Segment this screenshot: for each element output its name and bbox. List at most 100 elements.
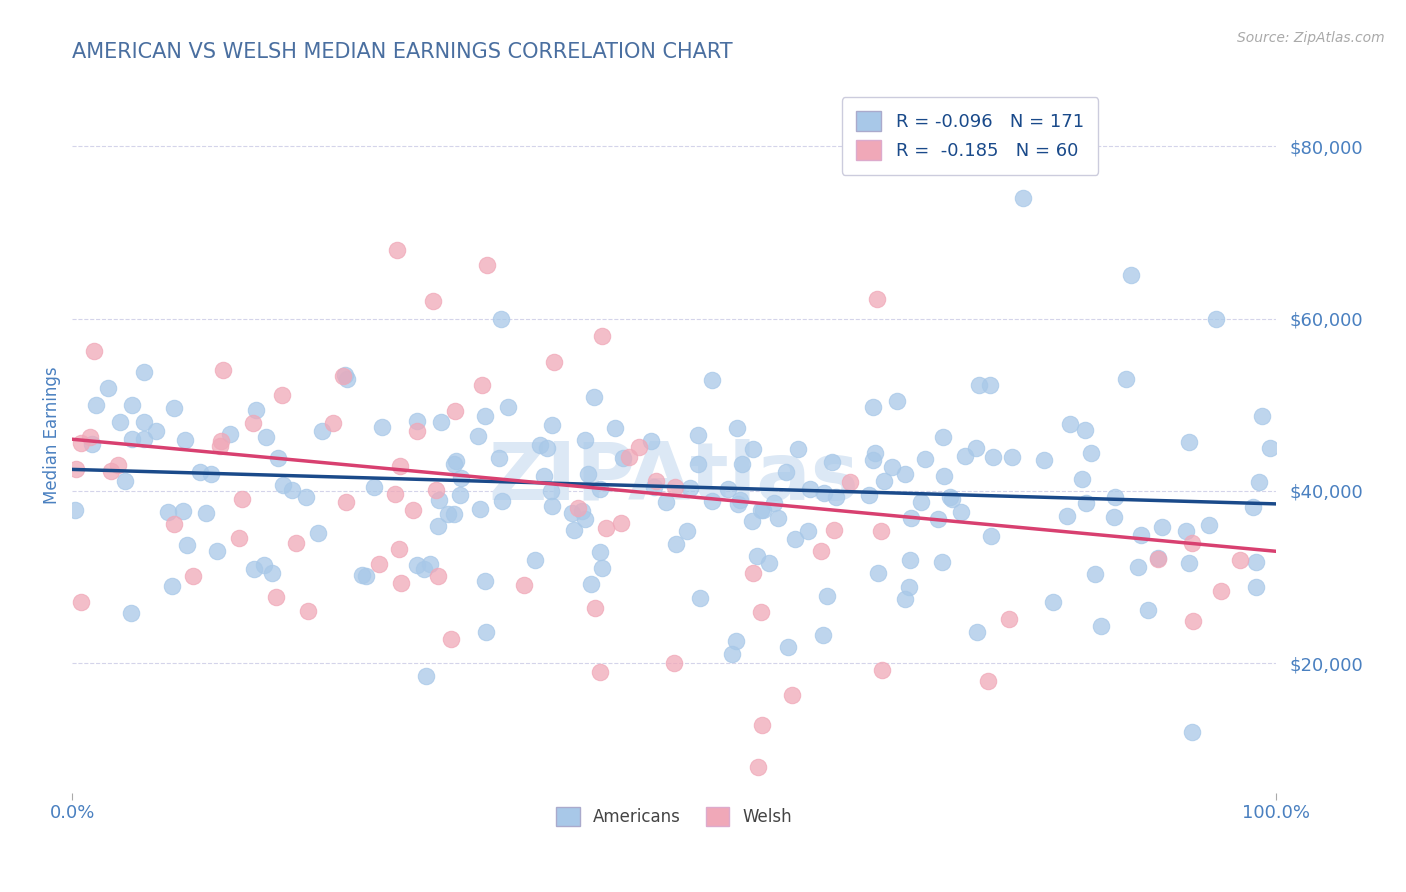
Point (612, 450, 634, 465)
Point (163, 401, 186, 415)
Point (619, 450, 641, 465)
Point (931, 555, 953, 569)
Point (610, 516, 633, 531)
Point (1042, 594, 1064, 608)
Point (561, 506, 583, 520)
Point (664, 479, 686, 493)
Point (1121, 268, 1143, 283)
Point (69, 595, 91, 609)
Point (1056, 508, 1078, 523)
Point (121, 398, 143, 412)
Point (443, 508, 465, 522)
Point (576, 467, 599, 482)
Point (449, 488, 471, 502)
Point (208, 439, 231, 453)
Point (134, 415, 156, 429)
Point (252, 558, 274, 572)
Point (540, 483, 562, 498)
Point (533, 469, 555, 483)
Point (162, 579, 184, 593)
Point (894, 592, 917, 607)
Point (980, 529, 1002, 543)
Point (725, 421, 748, 435)
Point (799, 482, 821, 496)
Point (953, 449, 976, 463)
Point (1126, 560, 1149, 574)
Point (595, 521, 617, 535)
Point (1136, 603, 1159, 617)
Point (758, 556, 780, 570)
Point (662, 657, 685, 671)
Point (474, 574, 496, 589)
Point (591, 328, 613, 343)
Point (776, 640, 799, 654)
Point (1059, 417, 1081, 431)
Text: AMERICAN VS WELSH MEDIAN EARNINGS CORRELATION CHART: AMERICAN VS WELSH MEDIAN EARNINGS CORREL… (72, 42, 733, 62)
Point (1241, 500, 1264, 514)
Point (1177, 434, 1199, 449)
Point (363, 480, 385, 494)
Point (243, 562, 266, 576)
Point (536, 441, 558, 455)
Point (427, 518, 450, 533)
Point (981, 450, 1004, 464)
Point (914, 451, 936, 466)
Point (589, 482, 612, 496)
Point (430, 415, 453, 429)
Point (627, 440, 650, 454)
Point (443, 404, 465, 418)
Point (583, 390, 606, 404)
Point (413, 562, 436, 576)
Point (741, 514, 763, 528)
Point (132, 365, 155, 379)
Point (389, 576, 412, 591)
Point (332, 369, 354, 384)
Point (173, 434, 195, 448)
Point (156, 505, 179, 519)
Point (322, 416, 344, 430)
Point (425, 483, 447, 498)
Point (1001, 450, 1024, 464)
Point (882, 460, 904, 475)
Point (762, 496, 785, 510)
Point (752, 502, 775, 516)
Point (65, 462, 87, 476)
Point (591, 561, 613, 575)
Point (866, 566, 889, 581)
Point (869, 524, 891, 539)
Point (589, 665, 612, 680)
Point (1084, 567, 1107, 582)
Point (260, 566, 283, 581)
Point (311, 424, 333, 438)
Point (477, 258, 499, 272)
Point (254, 430, 277, 444)
Point (1198, 518, 1220, 533)
Point (270, 387, 292, 401)
Point (389, 458, 412, 473)
Point (898, 580, 921, 594)
Point (898, 553, 921, 567)
Point (574, 433, 596, 447)
Point (110, 415, 132, 429)
Point (209, 434, 232, 449)
Point (1147, 551, 1170, 566)
Point (496, 400, 519, 414)
Point (1071, 472, 1094, 486)
Point (787, 442, 810, 457)
Point (1177, 556, 1199, 570)
Point (1205, 311, 1227, 326)
Point (387, 243, 409, 257)
Point (172, 504, 194, 518)
Point (675, 524, 697, 539)
Point (679, 481, 702, 495)
Point (422, 294, 444, 309)
Point (727, 497, 749, 511)
Point (529, 438, 551, 452)
Point (541, 417, 564, 432)
Point (1104, 509, 1126, 524)
Point (79, 430, 101, 444)
Point (1115, 372, 1137, 386)
Point (1244, 555, 1267, 569)
Point (927, 511, 949, 525)
Point (406, 414, 429, 428)
